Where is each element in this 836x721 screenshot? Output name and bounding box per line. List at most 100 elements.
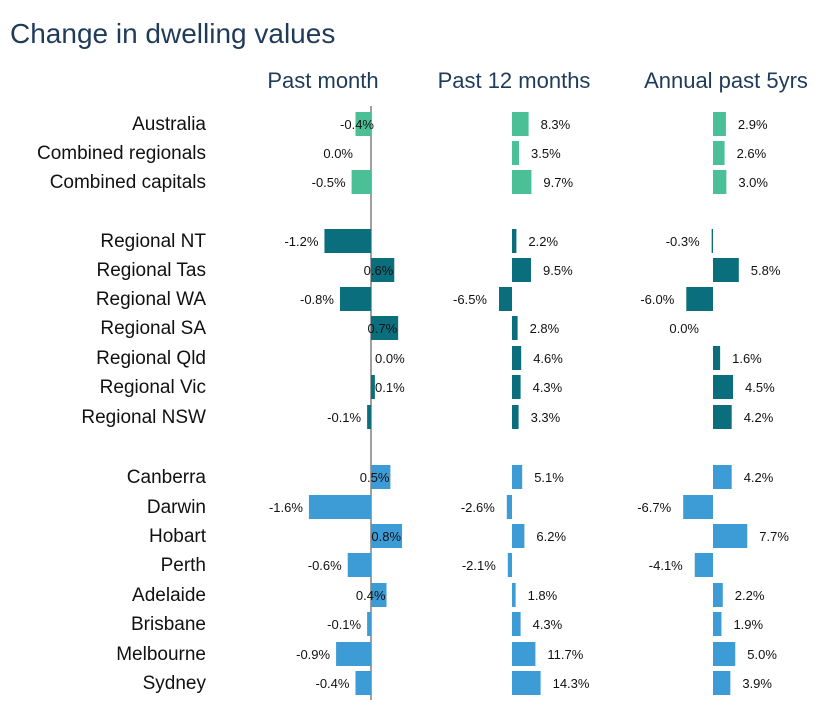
value-label-past-month-darwin: -1.6% xyxy=(269,500,303,515)
bar-annual-past-5yrs-regional-wa xyxy=(686,287,713,311)
value-label-annual-past-5yrs-hobart: 7.7% xyxy=(759,529,789,544)
category-label-adelaide: Adelaide xyxy=(132,585,206,606)
value-label-past-month-adelaide: 0.4% xyxy=(356,588,386,603)
value-label-past-12-months-combined-capitals: 9.7% xyxy=(543,175,573,190)
category-label-regional-tas: Regional Tas xyxy=(96,260,206,281)
bar-past-month-regional-vic xyxy=(371,375,375,399)
bar-past-12-months-melbourne xyxy=(512,642,536,666)
bar-past-12-months-regional-nt xyxy=(512,229,517,253)
bar-annual-past-5yrs-canberra xyxy=(713,465,732,489)
bar-annual-past-5yrs-australia xyxy=(713,112,726,136)
bar-annual-past-5yrs-darwin xyxy=(683,495,713,519)
bar-past-month-australia xyxy=(355,112,371,136)
category-label-canberra: Canberra xyxy=(127,467,207,488)
bar-annual-past-5yrs-hobart xyxy=(713,524,748,548)
bar-past-12-months-regional-vic xyxy=(512,375,521,399)
bar-past-12-months-combined-capitals xyxy=(512,170,532,194)
value-label-annual-past-5yrs-regional-sa: 0.0% xyxy=(669,321,699,336)
bar-past-month-brisbane xyxy=(367,612,371,636)
category-label-regional-vic: Regional Vic xyxy=(100,377,206,398)
bar-annual-past-5yrs-adelaide xyxy=(713,583,723,607)
bar-past-month-regional-nsw xyxy=(367,405,371,429)
category-label-hobart: Hobart xyxy=(149,526,207,547)
value-label-past-12-months-perth: -2.1% xyxy=(462,558,496,573)
value-label-past-12-months-adelaide: 1.8% xyxy=(528,588,558,603)
value-label-past-month-regional-nt: -1.2% xyxy=(284,234,318,249)
value-label-past-month-combined-capitals: -0.5% xyxy=(312,175,346,190)
panel-title-annual-past-5yrs: Annual past 5yrs xyxy=(644,68,808,93)
value-label-annual-past-5yrs-regional-tas: 5.8% xyxy=(751,263,781,278)
value-label-annual-past-5yrs-regional-vic: 4.5% xyxy=(745,380,775,395)
category-label-regional-nsw: Regional NSW xyxy=(81,407,206,428)
bar-past-month-sydney xyxy=(355,671,371,695)
category-label-melbourne: Melbourne xyxy=(116,644,206,665)
value-label-past-month-canberra: 0.5% xyxy=(360,470,390,485)
value-label-past-month-regional-wa: -0.8% xyxy=(300,292,334,307)
value-label-past-month-regional-nsw: -0.1% xyxy=(327,410,361,425)
category-label-combined-regionals: Combined regionals xyxy=(37,143,206,164)
bar-past-month-canberra xyxy=(371,465,391,489)
value-label-past-12-months-canberra: 5.1% xyxy=(534,470,564,485)
bar-annual-past-5yrs-combined-capitals xyxy=(713,170,727,194)
value-label-past-12-months-australia: 8.3% xyxy=(541,117,571,132)
value-label-annual-past-5yrs-brisbane: 1.9% xyxy=(733,617,763,632)
bar-past-12-months-australia xyxy=(512,112,529,136)
bar-past-month-melbourne xyxy=(336,642,371,666)
bar-past-12-months-regional-qld xyxy=(512,346,522,370)
value-label-annual-past-5yrs-australia: 2.9% xyxy=(738,117,768,132)
bar-past-12-months-regional-nsw xyxy=(512,405,519,429)
value-label-annual-past-5yrs-darwin: -6.7% xyxy=(637,500,671,515)
bar-annual-past-5yrs-combined-regionals xyxy=(713,141,725,165)
value-label-past-month-perth: -0.6% xyxy=(308,558,342,573)
bar-past-12-months-regional-wa xyxy=(499,287,512,311)
bar-past-12-months-combined-regionals xyxy=(512,141,519,165)
bar-past-month-regional-tas xyxy=(371,258,395,282)
category-label-australia: Australia xyxy=(132,114,206,135)
category-label-combined-capitals: Combined capitals xyxy=(50,172,206,193)
value-label-past-month-hobart: 0.8% xyxy=(371,529,401,544)
value-label-annual-past-5yrs-adelaide: 2.2% xyxy=(735,588,765,603)
bar-past-month-hobart xyxy=(371,524,403,548)
value-label-past-month-brisbane: -0.1% xyxy=(327,617,361,632)
bar-past-month-adelaide xyxy=(371,583,387,607)
value-label-past-12-months-combined-regionals: 3.5% xyxy=(531,146,561,161)
value-label-past-month-melbourne: -0.9% xyxy=(296,647,330,662)
bar-past-12-months-brisbane xyxy=(512,612,521,636)
bar-past-month-combined-capitals xyxy=(351,170,371,194)
category-label-regional-nt: Regional NT xyxy=(100,231,206,252)
value-label-past-month-regional-tas: 0.6% xyxy=(364,263,394,278)
bar-past-month-regional-wa xyxy=(339,287,371,311)
bar-past-12-months-canberra xyxy=(512,465,523,489)
chart-title: Change in dwelling values xyxy=(10,18,336,49)
bar-past-12-months-darwin xyxy=(506,495,512,519)
value-label-past-month-regional-vic: 0.1% xyxy=(375,380,405,395)
value-label-annual-past-5yrs-canberra: 4.2% xyxy=(744,470,774,485)
bar-past-month-regional-nt xyxy=(324,229,371,253)
bar-past-12-months-perth xyxy=(507,553,512,577)
value-label-annual-past-5yrs-regional-wa: -6.0% xyxy=(640,292,674,307)
value-label-past-12-months-darwin: -2.6% xyxy=(461,500,495,515)
panel-title-past-month: Past month xyxy=(267,68,378,93)
category-label-regional-qld: Regional Qld xyxy=(96,348,206,369)
value-label-past-12-months-regional-qld: 4.6% xyxy=(533,351,563,366)
bar-past-12-months-regional-tas xyxy=(512,258,531,282)
bar-past-month-darwin xyxy=(308,495,371,519)
value-label-past-month-australia: -0.4% xyxy=(340,117,374,132)
category-label-brisbane: Brisbane xyxy=(131,614,206,635)
bar-past-12-months-adelaide xyxy=(512,583,516,607)
bar-past-12-months-sydney xyxy=(512,671,541,695)
value-label-past-12-months-hobart: 6.2% xyxy=(536,529,566,544)
category-label-perth: Perth xyxy=(161,555,206,576)
value-label-annual-past-5yrs-combined-regionals: 2.6% xyxy=(737,146,767,161)
bar-annual-past-5yrs-melbourne xyxy=(713,642,736,666)
value-label-past-12-months-melbourne: 11.7% xyxy=(547,647,583,662)
value-label-past-12-months-sydney: 14.3% xyxy=(553,676,590,691)
value-label-past-12-months-brisbane: 4.3% xyxy=(533,617,563,632)
value-label-past-month-sydney: -0.4% xyxy=(316,676,350,691)
value-label-annual-past-5yrs-perth: -4.1% xyxy=(649,558,683,573)
value-label-past-12-months-regional-sa: 2.8% xyxy=(530,321,560,336)
value-label-annual-past-5yrs-regional-nt: -0.3% xyxy=(666,234,700,249)
bar-annual-past-5yrs-perth xyxy=(694,553,713,577)
value-label-past-12-months-regional-nsw: 3.3% xyxy=(531,410,561,425)
